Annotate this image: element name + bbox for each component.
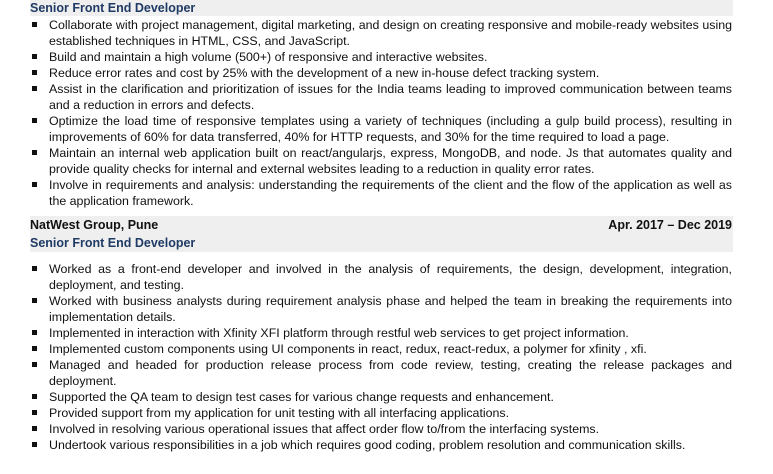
bullet-item: Worked as a front-end developer and invo…	[30, 261, 732, 293]
square-bullet-icon	[32, 298, 37, 303]
bullet-item: Involve in requirements and analysis: un…	[30, 177, 732, 209]
square-bullet-icon	[32, 150, 37, 155]
job-title: Senior Front End Developer	[30, 1, 196, 15]
bullet-text: Provided support from my application for…	[49, 406, 510, 420]
bullet-text: Collaborate with project management, dig…	[49, 18, 732, 48]
bullet-text: Worked with business analysts during req…	[49, 294, 732, 324]
square-bullet-icon	[32, 346, 37, 351]
bullet-item: Worked with business analysts during req…	[30, 293, 732, 325]
bullet-item: Undertook various responsibilities in a …	[30, 437, 732, 453]
bullet-text: Involved in resolving various operationa…	[49, 422, 600, 436]
bullet-text: Managed and headed for production releas…	[49, 358, 732, 388]
square-bullet-icon	[32, 330, 37, 335]
employment-dates: Apr. 2017 – Dec 2019	[608, 218, 732, 232]
bullet-text: Supported the QA team to design test cas…	[49, 390, 554, 404]
responsibility-list: Worked as a front-end developer and invo…	[30, 261, 732, 453]
square-bullet-icon	[32, 86, 37, 91]
bullet-item: Optimize the load time of responsive tem…	[30, 113, 732, 145]
square-bullet-icon	[32, 22, 37, 27]
bullet-text: Build and maintain a high volume (500+) …	[49, 50, 488, 64]
bullet-text: Reduce error rates and cost by 25% with …	[49, 66, 600, 80]
bullet-item: Provided support from my application for…	[30, 405, 732, 421]
bullet-text: Optimize the load time of responsive tem…	[49, 114, 732, 144]
bullet-item: Reduce error rates and cost by 25% with …	[30, 65, 732, 81]
bullet-text: Implemented in interaction with Xfinity …	[49, 326, 629, 340]
bullet-item: Managed and headed for production releas…	[30, 357, 732, 389]
bullet-text: Involve in requirements and analysis: un…	[49, 178, 732, 208]
bullet-item: Collaborate with project management, dig…	[30, 17, 732, 49]
bullet-item: Assist in the clarification and prioriti…	[30, 81, 732, 113]
bullet-item: Implemented in interaction with Xfinity …	[30, 325, 732, 341]
square-bullet-icon	[32, 394, 37, 399]
bullet-text: Undertook various responsibilities in a …	[49, 438, 686, 452]
square-bullet-icon	[32, 118, 37, 123]
bullet-item: Maintain an internal web application bui…	[30, 145, 732, 177]
company-band	[30, 216, 733, 252]
square-bullet-icon	[32, 266, 37, 271]
square-bullet-icon	[32, 54, 37, 59]
bullet-item: Supported the QA team to design test cas…	[30, 389, 732, 405]
bullet-item: Implemented custom components using UI c…	[30, 341, 732, 357]
bullet-item: Involved in resolving various operationa…	[30, 421, 732, 437]
company-header: NatWest Group, Pune Apr. 2017 – Dec 2019	[30, 217, 732, 234]
bullet-text: Implemented custom components using UI c…	[49, 342, 647, 356]
job-title-band	[30, 0, 733, 16]
bullet-text: Assist in the clarification and prioriti…	[49, 82, 732, 112]
company-name: NatWest Group, Pune	[30, 218, 159, 232]
square-bullet-icon	[32, 426, 37, 431]
responsibility-list: Collaborate with project management, dig…	[30, 17, 732, 209]
square-bullet-icon	[32, 442, 37, 447]
square-bullet-icon	[32, 70, 37, 75]
bullet-text: Worked as a front-end developer and invo…	[49, 262, 732, 292]
job-title: Senior Front End Developer	[30, 236, 196, 250]
bullet-text: Maintain an internal web application bui…	[49, 146, 732, 176]
square-bullet-icon	[32, 182, 37, 187]
square-bullet-icon	[32, 410, 37, 415]
bullet-item: Build and maintain a high volume (500+) …	[30, 49, 732, 65]
square-bullet-icon	[32, 362, 37, 367]
